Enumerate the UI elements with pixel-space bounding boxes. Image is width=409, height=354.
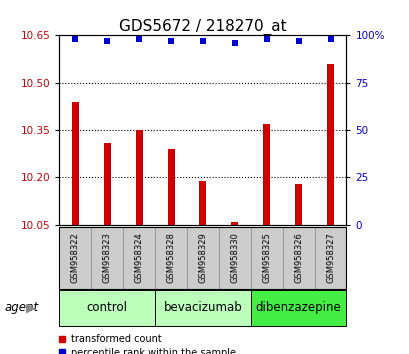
Text: GSM958328: GSM958328 (166, 232, 175, 283)
Text: dibenzazepine: dibenzazepine (255, 302, 341, 314)
Bar (294, 184, 301, 225)
Bar (59, 227, 91, 289)
Text: GSM958325: GSM958325 (262, 232, 271, 283)
Bar (282, 227, 314, 289)
Bar (199, 181, 206, 225)
Bar (155, 227, 187, 289)
Bar (250, 227, 282, 289)
Bar (72, 102, 79, 225)
Text: control: control (87, 302, 128, 314)
Bar (218, 227, 250, 289)
Text: agent: agent (4, 302, 38, 314)
Text: GSM958324: GSM958324 (134, 232, 143, 283)
Bar (314, 227, 346, 289)
Text: GSM958329: GSM958329 (198, 232, 207, 283)
Bar (250, 290, 346, 326)
Bar (59, 290, 155, 326)
Text: GSM958327: GSM958327 (325, 232, 334, 283)
Bar (326, 64, 333, 225)
Text: bevacizumab: bevacizumab (163, 302, 242, 314)
Text: ▶: ▶ (26, 302, 36, 314)
Bar (91, 227, 123, 289)
Text: transformed count: transformed count (71, 335, 161, 344)
Bar (167, 149, 174, 225)
Bar (135, 130, 142, 225)
Bar (103, 143, 110, 225)
Bar (155, 290, 250, 326)
Bar (231, 222, 238, 225)
Text: GSM958326: GSM958326 (293, 232, 302, 283)
Title: GDS5672 / 218270_at: GDS5672 / 218270_at (119, 19, 286, 35)
Text: GSM958322: GSM958322 (71, 232, 80, 283)
Text: percentile rank within the sample: percentile rank within the sample (71, 348, 235, 354)
Text: GSM958323: GSM958323 (103, 232, 112, 283)
Text: GSM958330: GSM958330 (230, 232, 239, 283)
Bar (123, 227, 155, 289)
Bar (263, 124, 270, 225)
Bar (187, 227, 218, 289)
